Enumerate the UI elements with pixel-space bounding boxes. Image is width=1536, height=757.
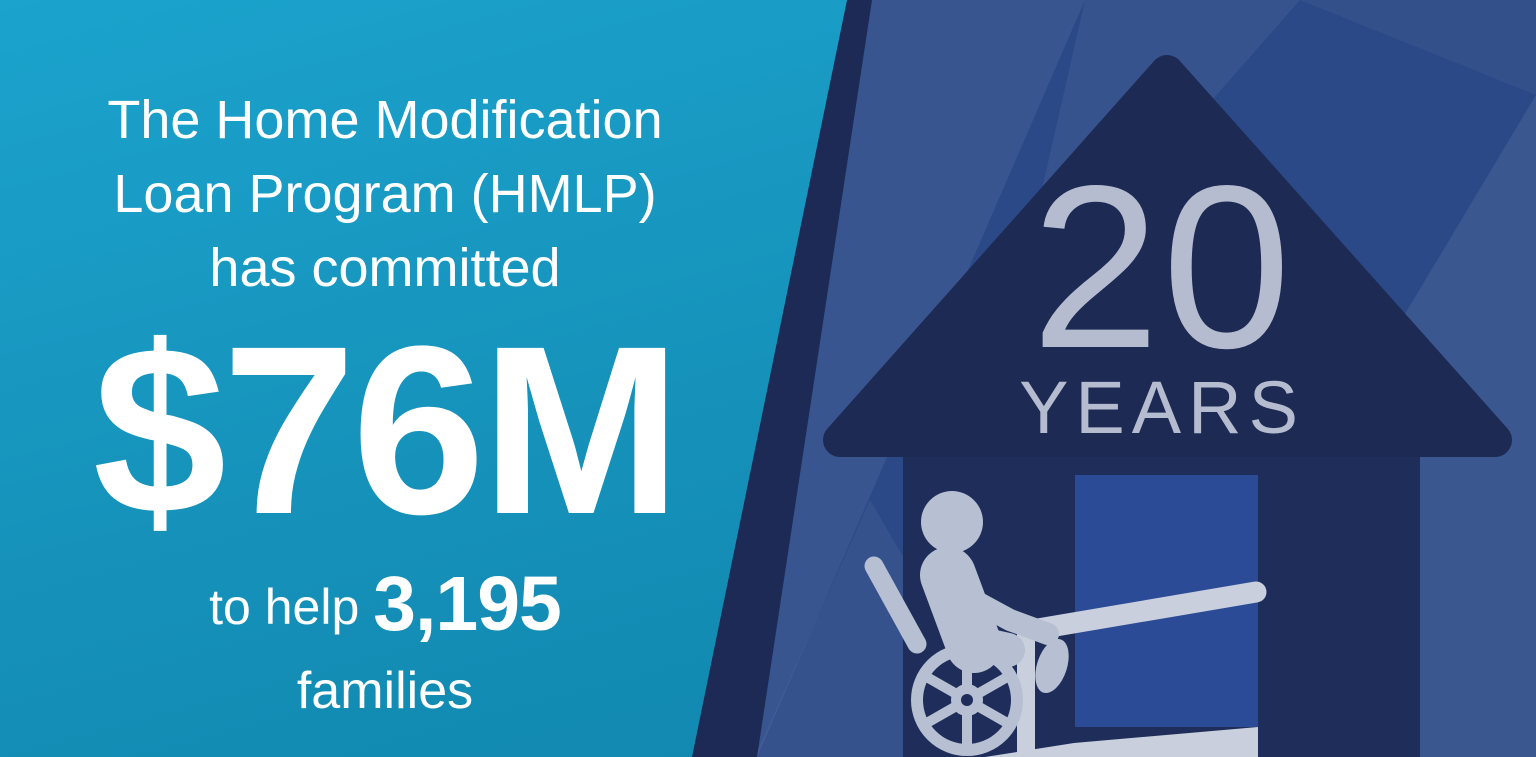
ramp-handrail — [1021, 581, 1267, 641]
program-headline: The Home Modification Loan Program (HMLP… — [55, 84, 715, 306]
person-lap — [955, 625, 1025, 667]
house-roof — [823, 55, 1512, 457]
wheel-hub-hole — [961, 694, 973, 706]
wheelchair-push-handle — [864, 556, 927, 654]
committed-amount: $76M — [92, 295, 681, 564]
ramp-surface — [985, 727, 1258, 757]
headline-line-1: The Home Modification — [107, 90, 663, 150]
person-hand — [1035, 638, 1069, 694]
years-label: YEARS — [1019, 366, 1305, 449]
families-helped-line: to help 3,195 — [55, 565, 715, 643]
families-word: families — [296, 661, 474, 720]
person-arm — [951, 583, 1059, 645]
ramp-icon — [985, 581, 1267, 757]
wheel-rim — [911, 644, 1023, 756]
anniversary-badge: 20 YEARS — [1019, 138, 1305, 449]
facet — [1300, 0, 1536, 95]
headline-line-2: Loan Program (HMLP) — [113, 163, 657, 224]
help-prefix: to help — [209, 578, 360, 635]
wheelchair-user-icon — [864, 491, 1069, 756]
stat-text-block: The Home Modification Loan Program (HMLP… — [55, 84, 715, 717]
wheelchair-wheel — [911, 644, 1023, 756]
families-count: 3,195 — [373, 560, 562, 647]
years-number: 20 — [1031, 138, 1293, 397]
person-head — [921, 491, 983, 553]
headline-line-3: has committed — [209, 237, 561, 298]
